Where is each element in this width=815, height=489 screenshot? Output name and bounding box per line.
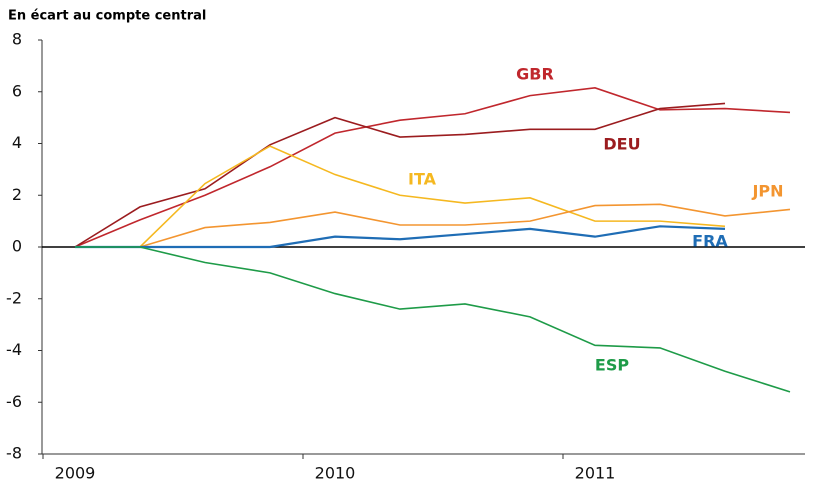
y-tick-label: 8	[12, 30, 22, 49]
y-tick-label: -2	[6, 288, 22, 307]
x-tick-label: 2011	[575, 464, 616, 483]
x-tick-label: 2010	[315, 464, 356, 483]
y-tick-label: -8	[6, 444, 22, 463]
series-label: DEU	[603, 135, 640, 154]
y-tick-label: -6	[6, 392, 22, 411]
y-tick-label: -4	[6, 340, 22, 359]
series-line	[75, 225, 726, 249]
x-tick-label: 2009	[55, 464, 96, 483]
series-line	[75, 246, 791, 393]
series-line	[75, 145, 726, 248]
y-tick-label: 2	[12, 185, 22, 204]
y-tick-label: 6	[12, 81, 22, 100]
y-tick-label: 4	[12, 133, 22, 152]
y-axis-title: En écart au compte central	[8, 9, 206, 24]
series-label: GBR	[516, 65, 554, 84]
series-label: JPN	[751, 182, 783, 201]
series-line	[75, 203, 791, 248]
series-label: ESP	[595, 356, 629, 375]
series-label: ITA	[408, 170, 437, 189]
y-tick-label: 0	[12, 237, 22, 256]
series-label: FRA	[692, 232, 728, 251]
series-line	[74, 87, 791, 248]
series-line	[74, 102, 726, 248]
